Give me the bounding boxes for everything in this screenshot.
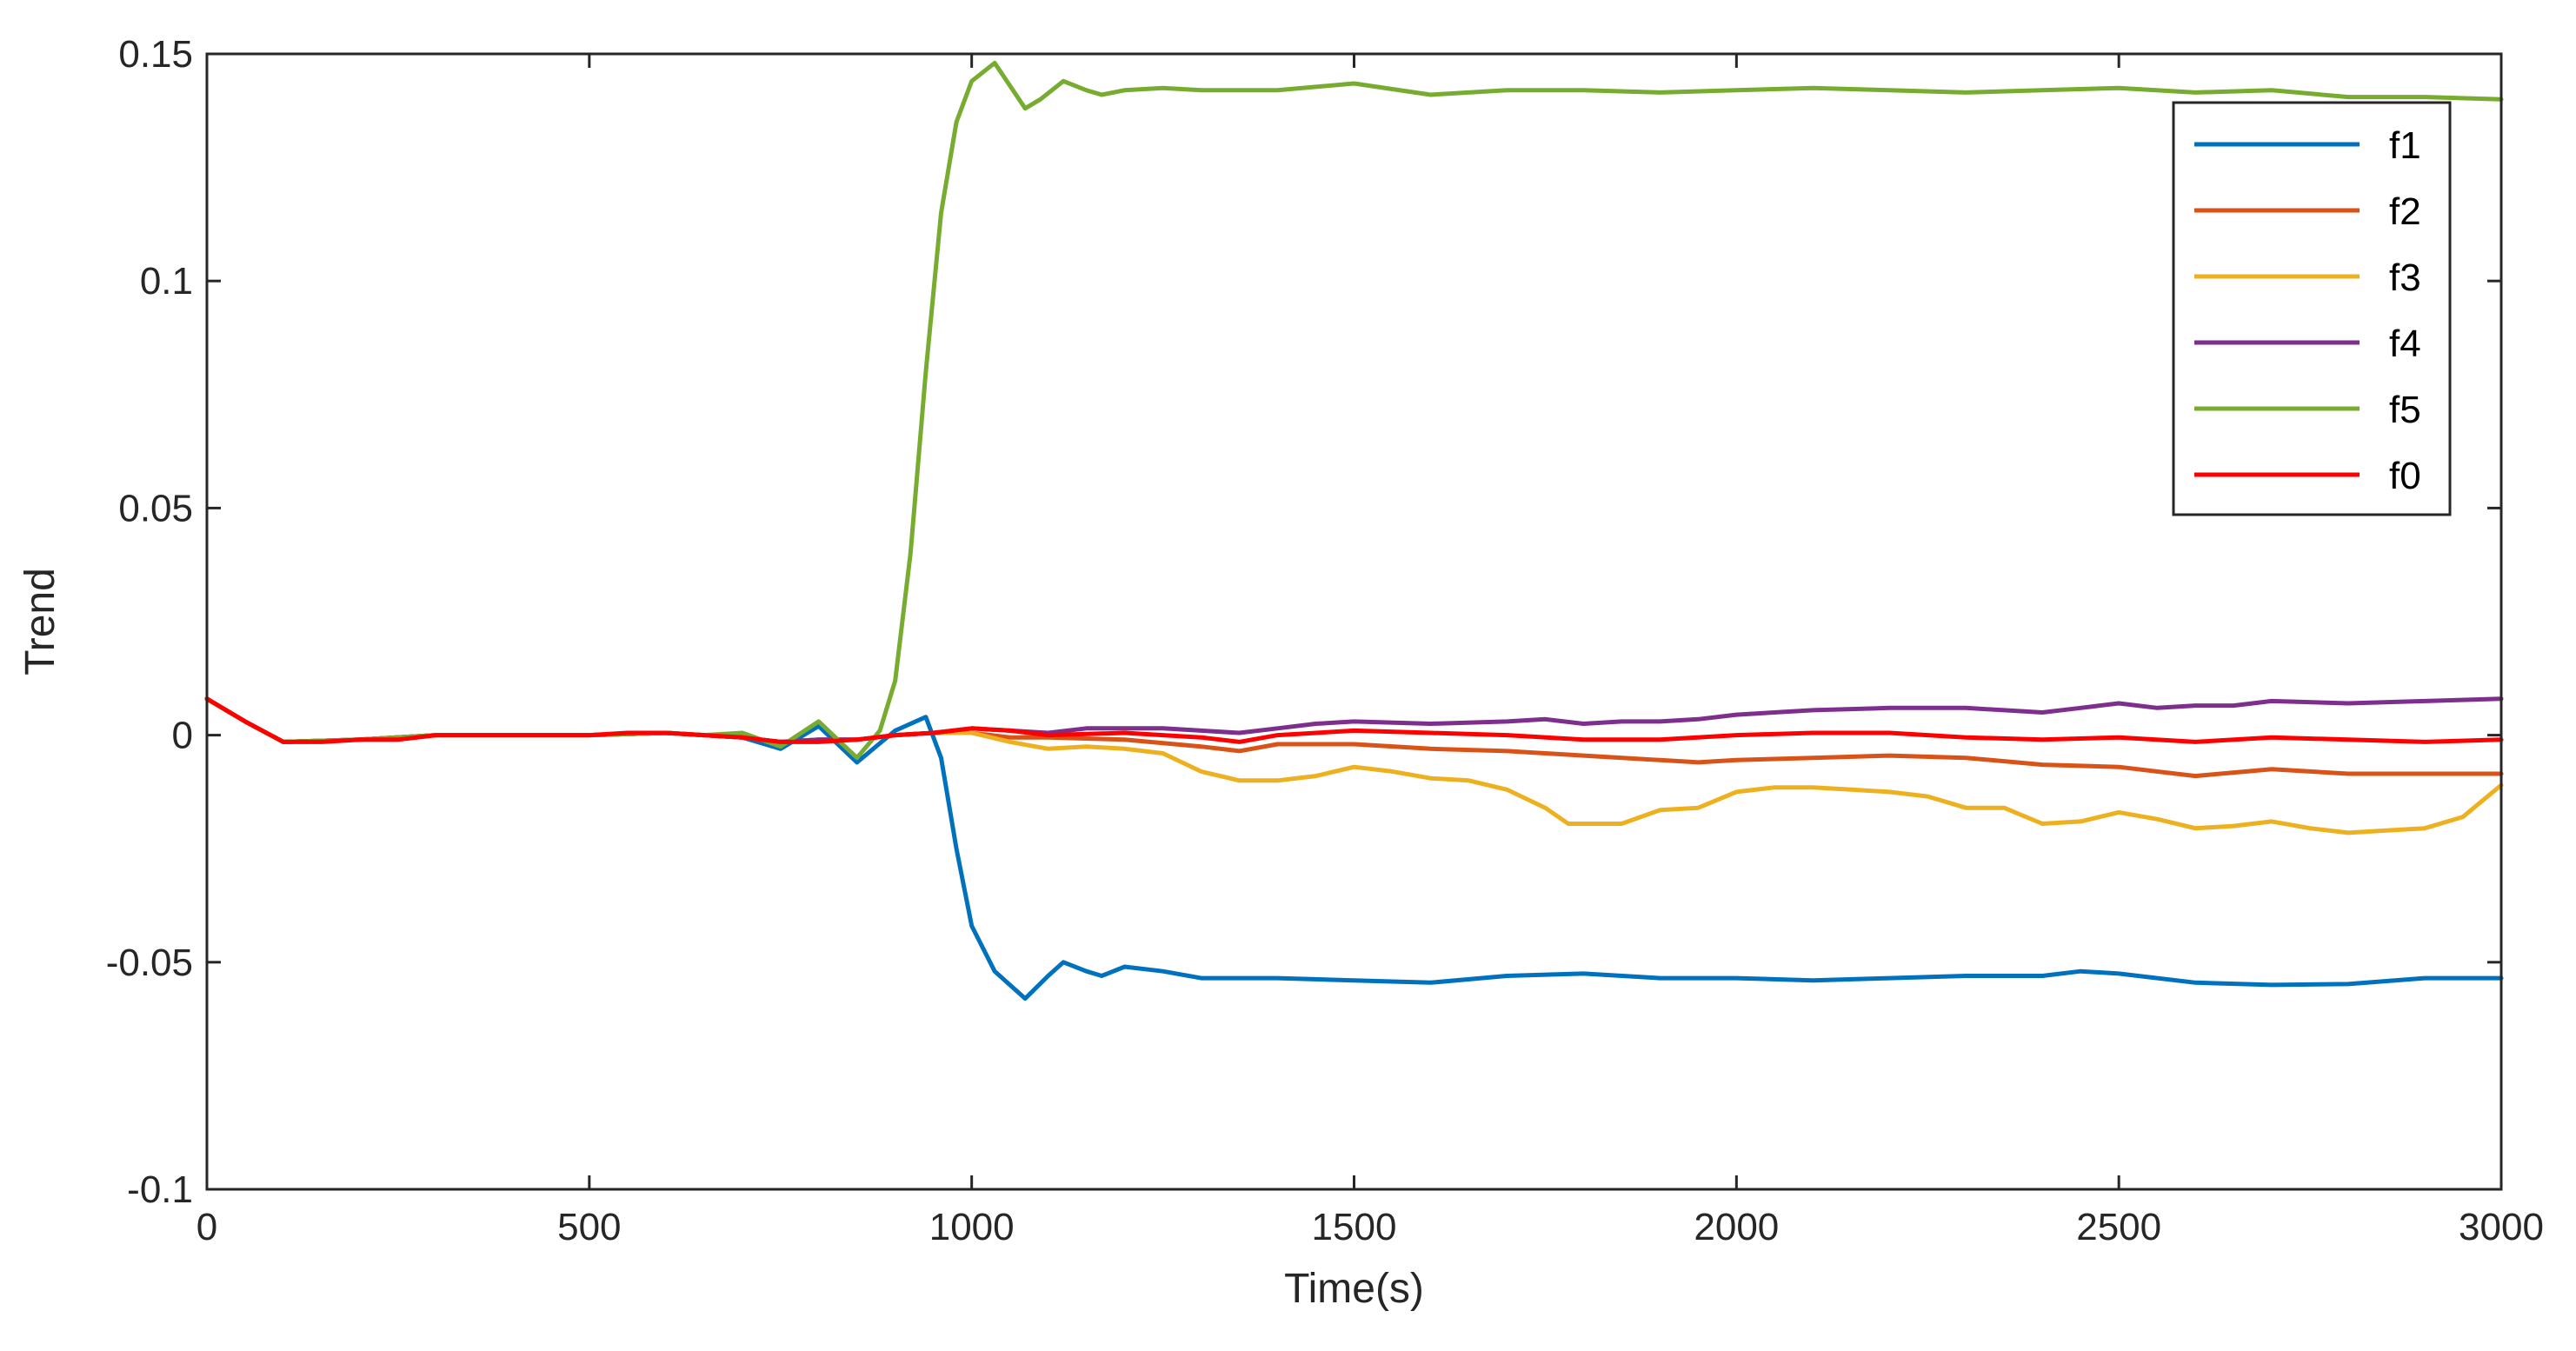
- x-tick-label: 2000: [1694, 1206, 1779, 1248]
- series-line-f0: [204, 696, 2504, 744]
- y-tick-label: 0.1: [140, 260, 193, 303]
- legend-entry-f2: f2: [2389, 190, 2421, 233]
- legend-entry-f0: f0: [2389, 455, 2421, 497]
- legend: f1 f2 f3 f4 f5 f0: [2172, 101, 2452, 516]
- x-tick-label: 1000: [929, 1206, 1015, 1248]
- axis-tick-labels: 0 500 1000 1500 2000 2500 3000 -0.1 -0.05 0 0.05 0.…: [106, 33, 2544, 1248]
- y-tick-label: 0.15: [118, 33, 193, 76]
- y-axis-label: Trend: [17, 568, 63, 676]
- legend-entry-f5: f5: [2389, 389, 2421, 431]
- legend-box: [2172, 101, 2452, 516]
- y-tick-label: -0.1: [127, 1168, 193, 1211]
- legend-entry-f1: f1: [2389, 124, 2421, 167]
- x-axis-label: Time(s): [1284, 1266, 1424, 1312]
- y-tick-label: 0.05: [118, 487, 193, 529]
- x-tick-label: 500: [557, 1206, 621, 1248]
- x-tick-label: 3000: [2459, 1206, 2544, 1248]
- legend-entry-f3: f3: [2389, 256, 2421, 299]
- x-tick-label: 2500: [2076, 1206, 2161, 1248]
- legend-entry-f4: f4: [2389, 323, 2421, 365]
- y-tick-label: 0: [172, 715, 193, 757]
- x-tick-label: 1500: [1312, 1206, 1397, 1248]
- y-tick-label: -0.05: [106, 942, 193, 984]
- plot-series-group: [204, 60, 2504, 1002]
- x-tick-label: 0: [196, 1206, 217, 1248]
- axis-ticks: [205, 52, 2503, 1191]
